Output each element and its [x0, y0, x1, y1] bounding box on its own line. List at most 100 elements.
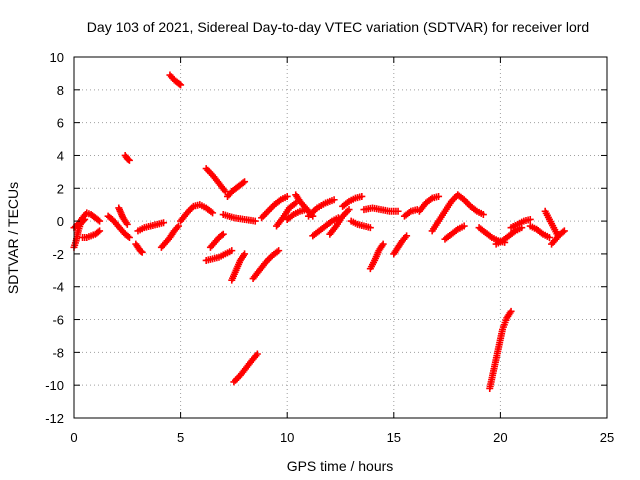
data-point-marker: [507, 307, 515, 315]
data-point-marker: [228, 247, 236, 255]
data-point-marker: [460, 222, 468, 230]
data-point-marker: [124, 156, 132, 164]
data-point-marker: [209, 209, 217, 217]
series-arc-12: [202, 165, 229, 196]
series-arc-28: [347, 217, 374, 232]
y-tick-label: -6: [52, 313, 64, 328]
x-tick-label: 15: [387, 430, 401, 445]
series-arc-09: [157, 222, 182, 251]
data-point-marker: [94, 228, 102, 236]
data-point-marker: [330, 196, 338, 204]
series-arc-10: [166, 71, 185, 89]
series-arc-33: [415, 192, 443, 215]
series-arc-20: [258, 192, 291, 222]
data-point-marker: [174, 222, 182, 230]
data-point-marker: [545, 234, 553, 241]
series-arc-05: [115, 204, 131, 228]
y-tick-label: 2: [57, 181, 64, 196]
data-point-marker: [241, 250, 249, 258]
data-point-marker: [94, 216, 102, 224]
data-point-marker: [345, 206, 353, 214]
data-point-marker: [124, 232, 132, 240]
y-tick-label: -4: [52, 280, 64, 295]
series-arc-31: [390, 232, 411, 258]
y-tick-label: 0: [57, 214, 64, 229]
x-tick-label: 10: [280, 430, 294, 445]
data-point-marker: [403, 232, 411, 240]
grid-lines: [74, 57, 607, 418]
data-point-marker: [96, 227, 104, 235]
plot-frame: [73, 56, 608, 419]
series-arc-27: [339, 192, 366, 210]
y-tick-label: -12: [45, 411, 64, 426]
data-point-marker: [123, 220, 131, 228]
series-arc-40: [507, 215, 534, 232]
x-tick-label: 0: [70, 430, 77, 445]
series-arc-38: [486, 307, 515, 392]
data-point-marker: [138, 248, 146, 256]
series-arc-19: [249, 247, 283, 283]
series-arc-36: [454, 191, 487, 219]
data-point-marker: [221, 188, 229, 196]
series-arc-06: [121, 151, 133, 164]
series-arc-35: [441, 222, 468, 243]
data-point-marker: [394, 207, 402, 215]
data-point-marker: [435, 192, 443, 200]
y-tick-label: 8: [57, 83, 64, 98]
data-point-marker: [219, 230, 227, 238]
series-arc-34: [428, 191, 462, 235]
data-point-marker: [218, 231, 226, 239]
data-point-marker: [253, 350, 261, 358]
series-arc-43: [548, 227, 568, 248]
data-point-marker: [239, 179, 247, 187]
y-tick-label: 6: [57, 116, 64, 131]
series-arc-08: [134, 219, 168, 235]
series-arc-39: [492, 224, 526, 248]
series-arc-14: [206, 230, 227, 251]
y-axis-label: SDTVAR / TECUs: [5, 182, 21, 294]
y-tick-label: -10: [45, 378, 64, 393]
series-arc-16: [224, 178, 249, 200]
series-arc-25: [309, 214, 342, 240]
x-tick-label: 5: [177, 430, 184, 445]
data-point-marker: [251, 217, 259, 225]
series-arc-15: [219, 211, 259, 225]
chart-title: Day 103 of 2021, Sidereal Day-to-day VTE…: [87, 19, 589, 35]
series-arc-17: [228, 250, 249, 284]
series-arc-32: [400, 206, 421, 220]
x-tick-label: 25: [600, 430, 614, 445]
data-point-marker: [560, 227, 568, 235]
data-point-marker: [358, 192, 366, 200]
series-arc-04: [104, 212, 133, 241]
series-arc-41: [526, 222, 553, 241]
y-tick-label: 10: [50, 50, 64, 65]
y-tick-label: -8: [52, 345, 64, 360]
data-point-marker: [366, 224, 374, 232]
y-tick-label: 4: [57, 148, 64, 163]
data-point-marker: [479, 211, 487, 219]
series-arc-26: [326, 206, 353, 238]
y-tick-label: -2: [52, 247, 64, 262]
data-point-marker: [125, 234, 133, 241]
series-arc-30: [366, 240, 387, 273]
series-arc-18: [230, 350, 261, 386]
data-point-marker: [526, 215, 534, 223]
data-point-marker: [379, 240, 387, 248]
x-axis-label: GPS time / hours: [287, 458, 394, 474]
series-arc-07: [132, 240, 146, 256]
series-arc-02: [70, 209, 104, 232]
series-arc-13: [202, 247, 236, 264]
data-point-marker: [177, 81, 185, 89]
series-arc-11: [177, 201, 217, 225]
data-point-marker: [137, 247, 145, 255]
data-point-marker: [96, 217, 104, 225]
data-marks: [70, 71, 568, 392]
data-point-marker: [160, 219, 168, 227]
data-point-marker: [176, 80, 184, 88]
data-point-marker: [275, 247, 283, 255]
series-arc-24: [305, 196, 338, 220]
data-point-marker: [241, 178, 249, 186]
x-tick-label: 20: [493, 430, 507, 445]
